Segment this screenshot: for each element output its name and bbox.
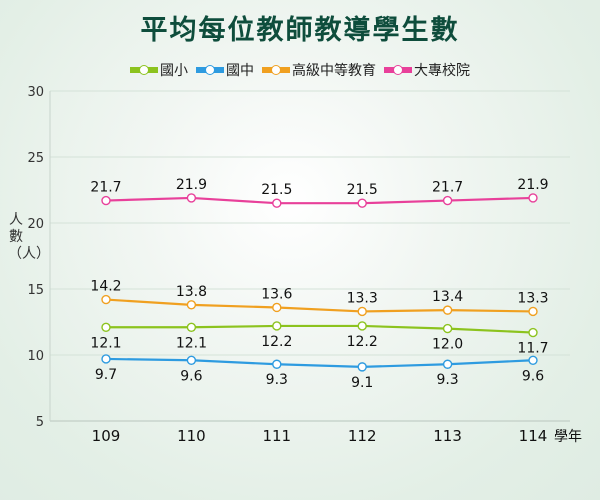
legend-item-junior-high[interactable]: 國中 xyxy=(196,60,254,80)
legend-marker-icon xyxy=(262,65,290,75)
legend-label: 大專校院 xyxy=(414,63,470,79)
data-point-marker xyxy=(528,355,538,365)
data-label: 21.7 xyxy=(90,180,121,196)
data-label: 12.1 xyxy=(90,335,121,351)
chart-title: 平均每位教師教導學生數 xyxy=(140,15,460,46)
data-point-marker xyxy=(528,193,538,203)
data-label: 14.2 xyxy=(90,279,121,295)
data-label: 9.3 xyxy=(436,372,458,388)
data-point-marker xyxy=(101,354,111,364)
data-point-marker xyxy=(357,198,367,208)
data-label: 12.2 xyxy=(347,334,378,350)
data-point-marker xyxy=(442,305,453,315)
data-point-marker xyxy=(186,322,197,332)
series-line xyxy=(105,298,534,313)
data-point-marker xyxy=(101,322,111,332)
x-tick-label: 112 xyxy=(348,427,377,445)
x-tick-label: 114 xyxy=(519,427,548,445)
series-line xyxy=(106,324,534,334)
y-tick-label: 30 xyxy=(27,85,44,100)
data-label: 21.9 xyxy=(517,177,548,193)
data-label: 21.9 xyxy=(176,177,207,193)
x-tick-label: 113 xyxy=(433,427,462,445)
y-tick-label: 5 xyxy=(36,415,44,430)
data-point-marker xyxy=(357,321,367,331)
data-point-marker xyxy=(101,195,111,206)
data-label: 13.4 xyxy=(432,289,463,305)
data-label: 13.3 xyxy=(517,290,548,306)
legend-marker-icon xyxy=(196,65,224,75)
data-label: 13.8 xyxy=(176,284,207,300)
data-point-marker xyxy=(272,359,282,369)
data-label: 9.6 xyxy=(522,368,544,384)
data-point-marker xyxy=(101,294,111,305)
data-label: 9.6 xyxy=(180,368,202,384)
data-label: 21.5 xyxy=(261,182,292,198)
data-label: 9.3 xyxy=(266,372,288,388)
series-line xyxy=(105,196,534,205)
data-point-marker xyxy=(528,327,538,338)
data-label: 9.1 xyxy=(351,375,373,391)
data-label: 21.5 xyxy=(347,182,378,198)
data-point-marker xyxy=(186,355,197,365)
y-tick-label: 10 xyxy=(27,349,44,364)
legend-marker-icon xyxy=(384,65,412,75)
data-point-marker xyxy=(186,300,197,310)
legend-label: 國小 xyxy=(160,63,188,79)
x-tick-label: 109 xyxy=(92,427,121,445)
data-point-marker xyxy=(442,195,453,206)
y-tick-label: 25 xyxy=(27,151,44,166)
legend: 國小 國中 高級中等教育 大專校院 xyxy=(0,60,600,80)
legend-item-university[interactable]: 大專校院 xyxy=(384,60,470,80)
data-point-marker xyxy=(272,198,282,208)
series-line xyxy=(105,357,534,368)
data-point-marker xyxy=(272,302,282,313)
x-tick-label: 110 xyxy=(177,427,206,445)
data-point-marker xyxy=(442,323,453,334)
legend-item-senior-secondary[interactable]: 高級中等教育 xyxy=(262,60,376,80)
x-axis-unit: 學年 xyxy=(554,429,582,445)
data-label: 9.7 xyxy=(95,367,117,383)
legend-marker-icon xyxy=(130,65,158,75)
data-point-marker xyxy=(186,193,197,203)
data-label: 12.2 xyxy=(261,334,292,350)
data-label: 12.1 xyxy=(176,335,207,351)
data-label: 13.3 xyxy=(347,290,378,306)
data-point-marker xyxy=(528,306,538,317)
legend-label: 高級中等教育 xyxy=(292,63,376,79)
data-label: 21.7 xyxy=(432,180,463,196)
y-tick-label: 15 xyxy=(27,283,44,298)
y-tick-label: 20 xyxy=(27,217,44,232)
legend-label: 國中 xyxy=(226,63,254,79)
legend-item-elementary[interactable]: 國小 xyxy=(130,60,188,80)
data-point-marker xyxy=(272,321,282,331)
data-label: 13.6 xyxy=(261,286,292,302)
data-point-marker xyxy=(357,362,367,372)
data-point-marker xyxy=(442,359,453,369)
data-point-marker xyxy=(357,306,367,317)
data-label: 12.0 xyxy=(432,337,463,353)
data-label: 11.7 xyxy=(517,341,548,357)
x-tick-label: 111 xyxy=(262,427,291,445)
